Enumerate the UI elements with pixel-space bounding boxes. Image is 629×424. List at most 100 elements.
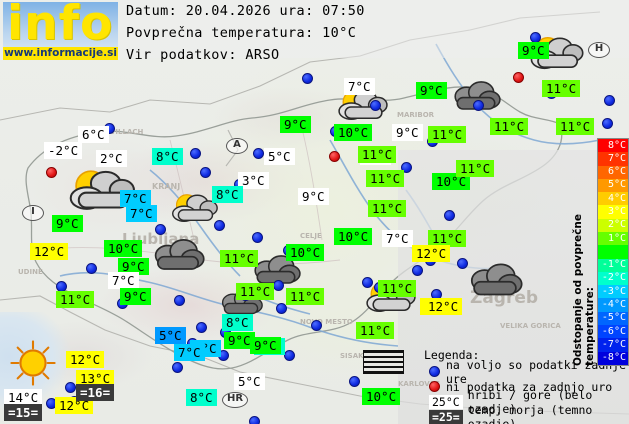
station-dot[interactable] [302,73,313,84]
legend: Legenda: na voljo so podatki zadnje ure … [424,348,629,424]
legend-item-label: na voljo so podatki zadnje ure [446,357,627,386]
color-scale-segment: 5°C [598,178,628,193]
station-dot-no-data[interactable] [513,72,524,83]
station-dot[interactable] [214,220,225,231]
temperature-label: 9°C [298,188,329,205]
temperature-label: 11°C [56,291,95,308]
station-dot[interactable] [284,350,295,361]
legend-item-blue-dot: na voljo so podatki zadnje ure [429,358,629,386]
temperature-label: 9°C [118,258,149,275]
station-dot[interactable] [196,322,207,333]
sun-cloud-icon [168,188,220,232]
sun-cloud-icon [64,162,138,222]
temperature-label: 11°C [428,230,467,247]
station-dot[interactable] [65,382,76,393]
station-dot-no-data[interactable] [46,167,57,178]
temperature-label: 11°C [236,283,275,300]
temperature-label: 5°C [264,148,295,165]
country-marker-hr: HR [222,392,248,408]
temperature-label: 8°C [152,148,183,165]
color-scale-segment: 1°C [598,231,628,246]
temperature-label: 9°C [52,215,83,232]
temperature-label: 5°C [234,373,265,390]
sun-cloud-icon [334,84,390,130]
station-dot[interactable] [249,416,260,424]
temperature-label: 10°C [432,173,471,190]
cloud-icon [450,78,502,118]
color-scale-segment: -7°C [598,338,628,352]
sun-icon [10,340,56,390]
legend-item-label: temp. morja (temno ozadje) [467,402,593,424]
temperature-label: 10°C [286,244,325,261]
station-dot[interactable] [604,95,615,106]
temperature-label: 11°C [490,118,529,135]
color-scale-segment: 2°C [598,218,628,232]
legend-item-label: ni podatka za zadnjo uro [446,379,613,394]
station-dot[interactable] [86,263,97,274]
station-dot[interactable] [602,118,613,129]
temperature-label: 12°C [55,397,94,414]
station-dot[interactable] [273,280,284,291]
station-dot[interactable] [349,376,360,387]
station-dot[interactable] [253,148,264,159]
legend-item-label: hribi / gore (belo ozadje) [467,387,593,416]
temperature-label: 9°C [416,82,447,99]
temperature-label: 8°C [186,389,217,406]
temperature-label: 10°C [104,240,143,257]
color-scale: Odstopanje od povprečne temperature: 8°C… [572,138,629,366]
station-dot[interactable] [473,100,484,111]
station-dot[interactable] [172,362,183,373]
temperature-label: 3°C [238,172,269,189]
temperature-label: 11°C [368,200,407,217]
station-dot[interactable] [276,303,287,314]
color-scale-segment: 7°C [598,152,628,166]
temperature-label: 12°C [30,243,69,260]
color-scale-segment: 8°C [598,139,628,153]
station-dot[interactable] [370,100,381,111]
station-dot[interactable] [412,265,423,276]
station-dot[interactable] [362,277,373,288]
color-scale-title: Odstopanje od povprečne temperature: [572,214,596,366]
station-dot[interactable] [190,148,201,159]
station-dot[interactable] [311,320,322,331]
temperature-label: 11°C [286,288,325,305]
station-dot[interactable] [155,224,166,235]
legend-title: Legenda: [424,348,480,362]
temperature-label: 10°C [362,388,401,405]
color-scale-segment: 3°C [598,205,628,219]
header-date-time: Datum: 20.04.2026 ura: 07:50 [126,3,365,19]
color-scale-segment: -3°C [598,285,628,299]
color-scale-bar: 8°C 7°C 6°C 5°C 4°C 3°C 2°C 1°C -1°C -2°C -3°C -4°C… [597,138,629,366]
color-scale-segment: -1°C [598,258,628,272]
header-data-source: Vir podatkov: ARSO [126,47,280,63]
temperature-label: 12°C [66,351,105,368]
color-scale-segment: -5°C [598,311,628,325]
station-dot[interactable] [444,210,455,221]
site-logo[interactable]: info www.informacije.si [3,2,118,60]
temperature-label: 7°C [120,190,151,207]
station-dot[interactable] [200,167,211,178]
temperature-label: 11°C [356,322,395,339]
station-dot[interactable] [174,295,185,306]
color-scale-segment: -2°C [598,271,628,286]
color-scale-segment: 6°C [598,165,628,179]
station-dot-no-data[interactable] [329,151,340,162]
color-scale-segment [598,245,628,259]
color-scale-segment: -6°C [598,324,628,339]
temperature-label: 9°C [280,116,311,133]
temperature-label: 7°C [382,230,413,247]
red-dot-icon [429,381,440,392]
temperature-label: 6°C [78,126,109,143]
station-dot[interactable] [457,258,468,269]
temperature-label: 9°C [250,337,281,354]
sea-temperature-label: =15= [4,404,43,421]
station-dot[interactable] [252,232,263,243]
station-dot[interactable] [401,162,412,173]
temperature-label: 14°C [4,389,43,406]
temperature-label: 9°C [392,124,423,141]
temperature-label: 13°C [76,370,115,387]
temperature-label: 11°C [366,170,405,187]
header-avg-temp: Povprečna temperatura: 10°C [126,25,357,41]
temperature-label: 7°C [108,272,139,289]
